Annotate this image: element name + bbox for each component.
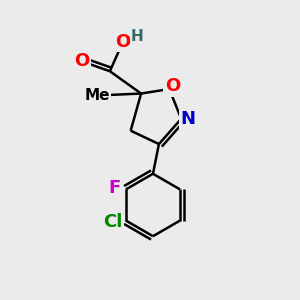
Text: Me: Me (84, 88, 110, 103)
Text: O: O (116, 32, 131, 50)
Text: N: N (180, 110, 195, 128)
Text: H: H (131, 29, 144, 44)
Text: Cl: Cl (103, 213, 122, 231)
Text: O: O (165, 77, 180, 95)
Text: O: O (74, 52, 89, 70)
Text: F: F (109, 179, 121, 197)
